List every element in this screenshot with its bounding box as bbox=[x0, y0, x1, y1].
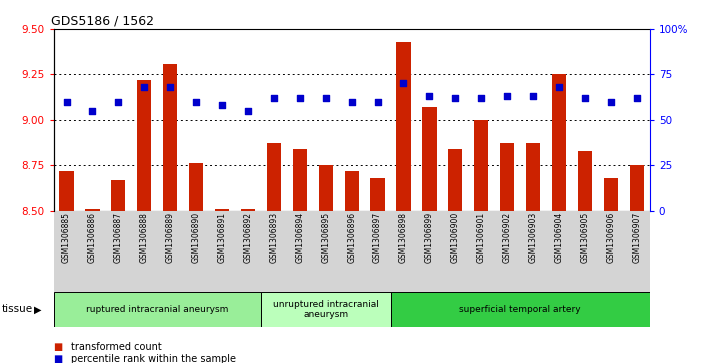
Text: GSM1306898: GSM1306898 bbox=[399, 212, 408, 263]
Text: GSM1306895: GSM1306895 bbox=[321, 212, 330, 263]
Bar bbox=[54, 292, 261, 327]
Bar bbox=[267, 143, 281, 211]
Bar bbox=[448, 149, 463, 211]
Point bbox=[372, 99, 383, 105]
Point bbox=[113, 99, 124, 105]
Bar bbox=[422, 107, 436, 211]
Point bbox=[346, 99, 358, 105]
Bar bbox=[293, 149, 307, 211]
Bar bbox=[526, 143, 540, 211]
Text: GSM1306902: GSM1306902 bbox=[503, 212, 512, 263]
Text: transformed count: transformed count bbox=[71, 342, 162, 352]
Point bbox=[501, 93, 513, 99]
Text: GSM1306905: GSM1306905 bbox=[580, 212, 590, 264]
Point bbox=[579, 95, 590, 101]
Bar bbox=[241, 209, 255, 211]
Bar bbox=[59, 171, 74, 211]
Bar bbox=[630, 165, 644, 211]
Bar bbox=[163, 64, 177, 211]
Text: ▶: ▶ bbox=[34, 305, 42, 314]
Text: GSM1306899: GSM1306899 bbox=[425, 212, 434, 263]
Point bbox=[553, 84, 565, 90]
Bar bbox=[345, 171, 358, 211]
Text: GSM1306888: GSM1306888 bbox=[140, 212, 149, 263]
Bar bbox=[85, 209, 99, 211]
Bar bbox=[578, 151, 592, 211]
Bar bbox=[189, 163, 203, 211]
Text: GSM1306896: GSM1306896 bbox=[347, 212, 356, 263]
Bar bbox=[261, 292, 391, 327]
Text: GSM1306886: GSM1306886 bbox=[88, 212, 97, 263]
Point bbox=[86, 108, 98, 114]
Text: GSM1306894: GSM1306894 bbox=[296, 212, 304, 263]
Text: GSM1306893: GSM1306893 bbox=[269, 212, 278, 263]
Bar bbox=[396, 42, 411, 211]
Point bbox=[605, 99, 617, 105]
Point bbox=[398, 81, 409, 86]
Point bbox=[528, 93, 539, 99]
Point bbox=[268, 95, 280, 101]
Text: unruptured intracranial
aneurysm: unruptured intracranial aneurysm bbox=[273, 300, 378, 319]
Point bbox=[450, 95, 461, 101]
Point bbox=[139, 84, 150, 90]
Point bbox=[164, 84, 176, 90]
Point bbox=[423, 93, 435, 99]
Point bbox=[320, 95, 331, 101]
Text: GSM1306901: GSM1306901 bbox=[477, 212, 486, 263]
Text: GSM1306903: GSM1306903 bbox=[528, 212, 538, 264]
Text: ruptured intracranial aneurysm: ruptured intracranial aneurysm bbox=[86, 305, 228, 314]
Text: GSM1306885: GSM1306885 bbox=[62, 212, 71, 263]
Text: GSM1306892: GSM1306892 bbox=[243, 212, 253, 263]
Bar bbox=[474, 120, 488, 211]
Point bbox=[216, 102, 228, 108]
Bar bbox=[215, 209, 229, 211]
Text: superficial temporal artery: superficial temporal artery bbox=[459, 305, 581, 314]
Bar bbox=[604, 178, 618, 211]
Point bbox=[476, 95, 487, 101]
Text: GSM1306900: GSM1306900 bbox=[451, 212, 460, 264]
Point bbox=[631, 95, 643, 101]
Text: GDS5186 / 1562: GDS5186 / 1562 bbox=[51, 15, 154, 28]
Text: tissue: tissue bbox=[1, 305, 33, 314]
Bar bbox=[371, 178, 385, 211]
Bar bbox=[552, 74, 566, 211]
Bar bbox=[391, 292, 650, 327]
Text: ■: ■ bbox=[54, 342, 63, 352]
Point bbox=[191, 99, 202, 105]
Text: GSM1306891: GSM1306891 bbox=[218, 212, 226, 263]
Text: GSM1306907: GSM1306907 bbox=[633, 212, 641, 264]
Bar bbox=[111, 180, 126, 211]
Text: GSM1306904: GSM1306904 bbox=[555, 212, 563, 264]
Bar bbox=[500, 143, 514, 211]
Point bbox=[294, 95, 306, 101]
Text: GSM1306897: GSM1306897 bbox=[373, 212, 382, 263]
Text: ■: ■ bbox=[54, 354, 63, 363]
Text: percentile rank within the sample: percentile rank within the sample bbox=[71, 354, 236, 363]
Bar bbox=[318, 165, 333, 211]
Text: GSM1306890: GSM1306890 bbox=[191, 212, 201, 263]
Text: GSM1306887: GSM1306887 bbox=[114, 212, 123, 263]
Point bbox=[61, 99, 72, 105]
Point bbox=[242, 108, 253, 114]
Text: GSM1306906: GSM1306906 bbox=[606, 212, 615, 264]
Bar bbox=[137, 80, 151, 211]
Text: GSM1306889: GSM1306889 bbox=[166, 212, 175, 263]
